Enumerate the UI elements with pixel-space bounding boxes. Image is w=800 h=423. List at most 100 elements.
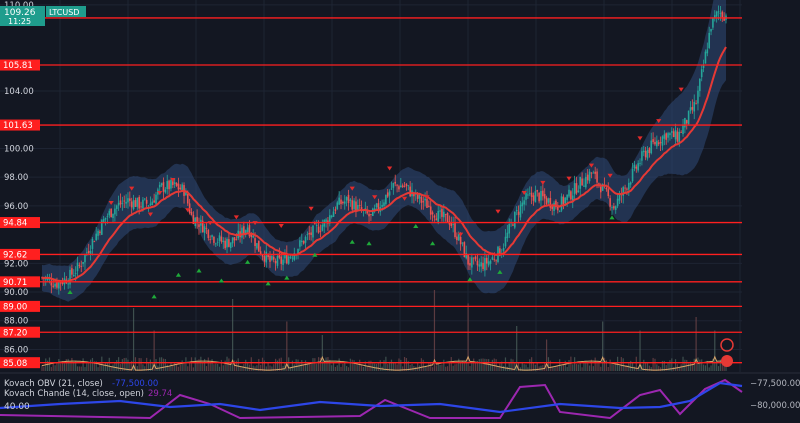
candle-body	[110, 208, 112, 218]
volume-bar	[172, 365, 174, 371]
candle-body	[220, 236, 223, 242]
candle-body	[676, 131, 679, 142]
volume-bar	[220, 359, 223, 371]
volume-bar	[463, 362, 465, 371]
buy-signal-icon	[349, 239, 355, 244]
flag-icon[interactable]	[721, 355, 733, 367]
volume-bar	[198, 359, 200, 371]
sell-signal-icon	[656, 119, 662, 124]
candle-body	[123, 200, 126, 202]
moving-average	[41, 46, 727, 283]
candle-body	[504, 236, 507, 247]
candle-body	[130, 201, 133, 208]
candle-body	[97, 230, 99, 236]
volume-bar	[716, 361, 718, 371]
candle-body	[590, 172, 593, 174]
volume-bar	[286, 321, 288, 371]
chande-line	[0, 378, 743, 420]
candle-body	[585, 176, 587, 188]
volume-bar	[482, 358, 484, 371]
volume-bar	[643, 359, 645, 371]
volume-bar	[489, 363, 492, 371]
volume-bar	[624, 365, 626, 371]
candle-body	[319, 230, 322, 232]
volume-bar	[396, 364, 398, 371]
volume-bar	[310, 361, 312, 371]
volume-bar	[420, 358, 422, 371]
volume-bar	[445, 366, 447, 371]
volume-bar	[583, 362, 585, 371]
volume-bar	[461, 361, 464, 371]
volume-bar	[67, 358, 69, 371]
volume-bar	[523, 364, 525, 371]
candle-body	[375, 203, 378, 208]
volume-bar	[375, 363, 378, 371]
volume-bar	[353, 360, 355, 371]
candle-body	[201, 220, 204, 233]
volume-bar	[347, 367, 350, 371]
candle-body	[347, 194, 350, 204]
volume-bar	[688, 363, 690, 371]
volume-bar	[269, 365, 271, 371]
level-label-94.84: 94.84	[3, 219, 27, 229]
volume-bar	[355, 364, 357, 371]
volume-bar	[600, 366, 602, 371]
volume-bar	[680, 364, 682, 371]
sell-signal-icon	[252, 221, 258, 226]
volume-bar	[417, 362, 419, 371]
volume-bar	[288, 357, 290, 371]
candle-body	[136, 197, 139, 207]
candle-body	[528, 193, 531, 195]
candle-body	[106, 216, 109, 217]
candle-body	[631, 169, 634, 182]
alert-icon[interactable]	[720, 338, 734, 352]
volume-bar	[211, 359, 213, 371]
volume-bar	[379, 360, 381, 371]
candle-body	[315, 225, 318, 226]
candle-body	[416, 193, 419, 199]
candle-body	[400, 185, 402, 188]
sell-signal-icon	[566, 176, 572, 181]
candle-body	[702, 64, 705, 68]
candle-body	[478, 264, 481, 267]
volume-bar	[553, 367, 555, 371]
volume-bar	[338, 358, 340, 371]
volume-bar	[215, 363, 217, 371]
candle-body	[570, 191, 572, 200]
candle-body	[119, 200, 122, 205]
candle-body	[398, 186, 400, 190]
volume-bar	[671, 358, 673, 371]
symbol-tag-bg	[46, 6, 86, 17]
candle-body	[650, 140, 653, 154]
volume-bar	[209, 361, 211, 371]
volume-bar	[170, 363, 172, 371]
candle-body	[495, 260, 497, 262]
volume-bar	[336, 365, 338, 371]
candle-body	[129, 198, 131, 201]
candle-body	[487, 261, 490, 266]
bollinger-band-fill	[42, 0, 726, 302]
candle-body	[351, 200, 354, 210]
volume-bar	[97, 367, 99, 371]
candle-body	[330, 215, 333, 218]
candle-body	[114, 208, 116, 215]
candle-body	[46, 277, 49, 281]
candle-body	[573, 183, 576, 195]
candle-body	[693, 101, 696, 112]
level-label-bg-92.62	[0, 248, 40, 260]
candle-body	[704, 51, 707, 64]
candle-body	[648, 148, 651, 153]
volume-bar	[714, 330, 716, 371]
volume-bar	[478, 359, 480, 371]
volume-bar	[73, 362, 75, 371]
volume-bar	[456, 363, 458, 371]
volume-bar	[63, 363, 66, 371]
candle-body	[669, 133, 671, 136]
volume-bar	[587, 362, 589, 371]
alert-icons[interactable]	[720, 338, 734, 367]
candle-body	[594, 171, 596, 174]
candle-body	[76, 262, 79, 272]
volume-bar	[230, 362, 232, 371]
indicator-right-tick-2: −80,000.00	[750, 401, 800, 411]
candle-body	[560, 196, 563, 211]
